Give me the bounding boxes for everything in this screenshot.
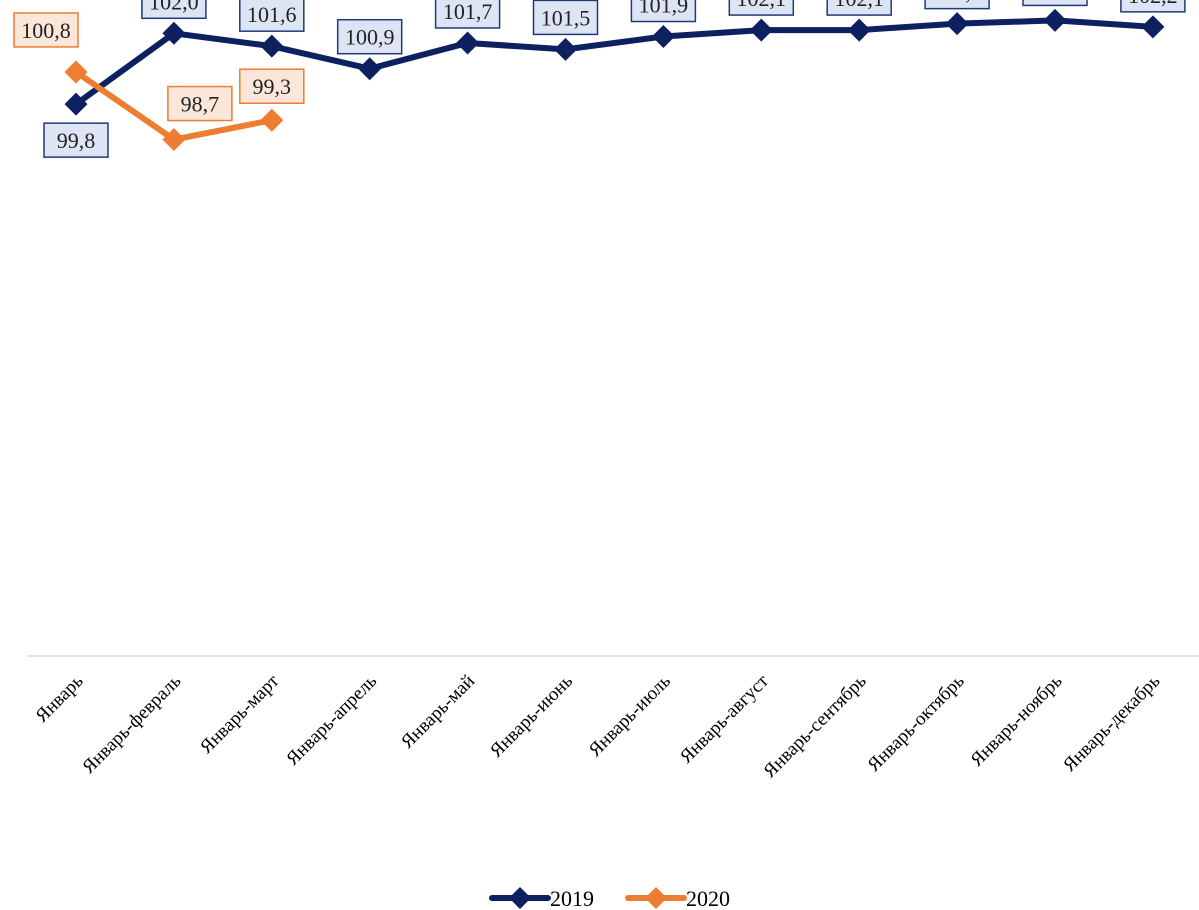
data-point-2019-9 [847,18,871,42]
data-label-2019-1: 99,8 [43,122,109,158]
data-label-2019-6-text: 101,5 [541,5,591,30]
x-tick-label-8: Январь-август [676,670,773,767]
legend-marker-2020 [645,887,667,909]
data-label-2019-2-text: 102,0 [149,0,199,14]
data-label-2020-3-text: 99,3 [253,74,292,99]
legend-marker-2019 [509,887,531,909]
data-point-2020-3 [260,108,284,132]
x-tick-label-4: Январь-апрель [282,670,381,769]
data-label-2020-2-text: 98,7 [181,92,220,117]
x-tick-label-10: Январь-октябрь [864,670,969,775]
x-tick-label-5: Январь-май [397,671,479,753]
data-label-2020-2: 98,7 [167,85,233,122]
data-point-2019-1 [64,92,88,116]
data-label-2019-2: 102,0 [141,0,207,20]
x-tick-label-9: Январь-сентябрь [759,670,871,782]
data-label-2019-9-text: 102,1 [834,0,884,11]
legend-item-2019: 2019 [489,886,594,910]
data-label-2019-4: 100,9 [336,18,403,55]
data-label-2019-1-text: 99,8 [57,128,96,153]
data-label-2019-8-text: 102,1 [737,0,787,11]
data-label-2019-7-text: 101,9 [639,0,689,18]
x-tick-label-3: Январь-март [196,670,284,758]
series-line-2019 [73,17,1156,108]
data-label-2019-7: 101,9 [630,0,697,23]
x-tick-label-2: Январь-февраль [78,670,185,777]
x-tick-label-12: Январь-декабрь [1059,670,1164,775]
data-label-2020-3: 99,3 [239,68,305,104]
data-label-2019-4-text: 100,9 [345,25,395,50]
data-label-2019-8: 102,1 [728,0,795,16]
data-label-2020-1-text: 100,8 [21,18,71,43]
legend: 2019 2020 [489,886,730,910]
series-layer [64,8,1165,152]
data-point-2019-7 [651,25,675,49]
data-label-2019-3-text: 101,6 [247,2,297,27]
x-tick-label-7: Январь-июль [585,670,675,760]
data-label-2019-11-text: 102,4 [1030,0,1080,1]
series-2019 [64,8,1165,116]
data-label-2019-6: 101,5 [532,0,599,36]
data-point-2019-5 [456,31,480,55]
data-label-2019-11: 102,4 [1022,0,1088,7]
series-2020 [64,60,284,152]
x-tick-label-11: Январь-ноябрь [967,670,1067,770]
data-point-2019-11 [1043,8,1067,32]
data-point-2020-1 [64,60,88,84]
legend-label-2019: 2019 [550,886,594,910]
x-tick-label-1: Январь [32,670,88,726]
legend-item-2020: 2020 [625,886,730,910]
legend-label-2020: 2020 [686,886,730,910]
data-label-2019-9: 102,1 [826,0,892,16]
data-label-2019-5-text: 101,7 [443,0,493,24]
x-tick-label-6: Январь-июнь [486,670,577,761]
data-point-2019-4 [358,57,382,81]
data-point-2019-8 [749,18,773,42]
data-point-2019-6 [554,37,577,61]
data-label-2019-12: 102,2 [1120,0,1186,13]
data-label-2020-1: 100,8 [13,12,79,48]
data-label-2019-5: 101,7 [434,0,501,29]
data-label-2019-10: 102,3 [924,0,990,10]
data-label-2019-10-text: 102,3 [932,0,982,5]
data-point-2020-2 [162,128,186,152]
data-labels-layer: 99,8 102,0 101,6 100,9 101,7 101,5 101,9 102,1 1… [13,0,1186,158]
data-point-2019-2 [162,21,186,45]
data-point-2019-3 [260,34,284,58]
data-point-2019-10 [945,12,969,36]
data-label-2019-12-text: 102,2 [1128,0,1178,8]
data-label-2019-3: 101,6 [239,0,305,32]
data-point-2019-12 [1141,15,1165,39]
